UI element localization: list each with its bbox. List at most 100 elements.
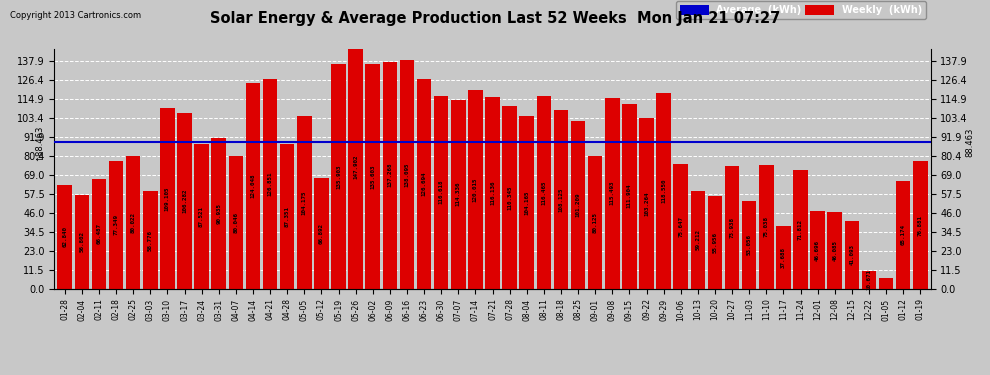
Bar [348,44,363,289]
Text: 147.902: 147.902 [353,154,358,178]
Bar [861,271,876,289]
Text: 77.349: 77.349 [114,214,119,235]
Text: Copyright 2013 Cartronics.com: Copyright 2013 Cartronics.com [10,11,141,20]
Bar [109,161,124,289]
Bar [691,191,705,289]
Text: 58.776: 58.776 [148,230,152,251]
Text: 114.336: 114.336 [455,182,460,206]
Bar [520,116,534,289]
Bar [332,64,346,289]
Bar [297,116,312,289]
Text: 126.851: 126.851 [267,171,272,196]
Text: 138.095: 138.095 [405,162,410,187]
Bar [365,64,380,289]
Text: 101.209: 101.209 [575,193,580,217]
Text: Solar Energy & Average Production Last 52 Weeks  Mon Jan 21 07:27: Solar Energy & Average Production Last 5… [210,11,780,26]
Text: 104.175: 104.175 [302,190,307,215]
Bar [74,195,89,289]
Text: 111.904: 111.904 [627,184,632,209]
Text: 88.463: 88.463 [965,128,974,157]
Text: 109.105: 109.105 [165,186,170,211]
Bar [262,79,277,289]
Bar [640,118,653,289]
Bar [879,279,893,289]
Text: 46.085: 46.085 [833,240,838,261]
Text: 59.212: 59.212 [695,229,700,250]
Text: 118.550: 118.550 [661,178,666,203]
Bar [776,226,791,289]
Bar [844,221,859,289]
Bar [742,201,756,289]
Bar [451,99,465,289]
Bar [160,108,174,289]
Bar [605,98,620,289]
Text: 55.956: 55.956 [713,232,718,253]
Bar [143,192,157,289]
Text: ↑88.463: ↑88.463 [35,124,44,160]
Text: 124.048: 124.048 [250,174,255,198]
Text: 41.093: 41.093 [849,244,854,265]
Bar [673,164,688,289]
Text: 90.935: 90.935 [216,203,221,224]
Text: 103.264: 103.264 [644,191,649,216]
Bar [828,213,842,289]
Text: 120.015: 120.015 [473,177,478,202]
Text: 116.618: 116.618 [439,180,444,204]
Bar [725,166,740,289]
Text: 53.056: 53.056 [746,234,751,255]
Text: 71.812: 71.812 [798,219,803,240]
Bar [708,196,723,289]
Text: 104.165: 104.165 [525,190,530,215]
Text: 116.465: 116.465 [542,180,546,205]
Bar [280,144,294,289]
Bar [622,104,637,289]
Bar [896,181,911,289]
Bar [588,156,603,289]
Text: 65.174: 65.174 [901,224,906,245]
Text: 46.696: 46.696 [815,240,820,261]
Text: 87.521: 87.521 [199,206,204,227]
Text: 75.038: 75.038 [764,216,769,237]
Bar [177,113,192,289]
Text: 115.493: 115.493 [610,181,615,206]
Bar [212,138,226,289]
Text: 66.487: 66.487 [96,223,101,244]
Bar [537,96,551,289]
Bar [194,144,209,289]
Text: 137.268: 137.268 [387,163,392,188]
Bar [468,90,483,289]
Bar [656,93,671,289]
Legend: Average  (kWh), Weekly  (kWh): Average (kWh), Weekly (kWh) [675,1,926,19]
Text: 80.046: 80.046 [234,212,239,233]
Text: 135.603: 135.603 [370,164,375,189]
Bar [485,96,500,289]
Bar [57,185,72,289]
Text: 87.351: 87.351 [285,206,290,227]
Bar [913,162,928,289]
Text: 73.938: 73.938 [730,217,735,238]
Bar [553,110,568,289]
Text: 80.125: 80.125 [593,212,598,233]
Text: 37.688: 37.688 [781,247,786,268]
Text: 106.282: 106.282 [182,189,187,213]
Bar [811,211,825,289]
Text: 116.136: 116.136 [490,180,495,205]
Text: 10.671: 10.671 [866,269,871,290]
Bar [502,106,517,289]
Bar [759,165,773,289]
Bar [229,156,244,289]
Text: 66.892: 66.892 [319,223,324,244]
Text: 126.694: 126.694 [422,172,427,196]
Text: 80.022: 80.022 [131,212,136,233]
Bar [382,62,397,289]
Bar [92,179,106,289]
Text: 75.647: 75.647 [678,216,683,237]
Bar [793,170,808,289]
Text: 108.125: 108.125 [558,187,563,211]
Text: 135.903: 135.903 [336,164,341,189]
Bar [246,83,260,289]
Text: 110.345: 110.345 [507,185,512,210]
Bar [417,79,432,289]
Text: 62.840: 62.840 [62,226,67,247]
Text: 56.802: 56.802 [79,231,84,252]
